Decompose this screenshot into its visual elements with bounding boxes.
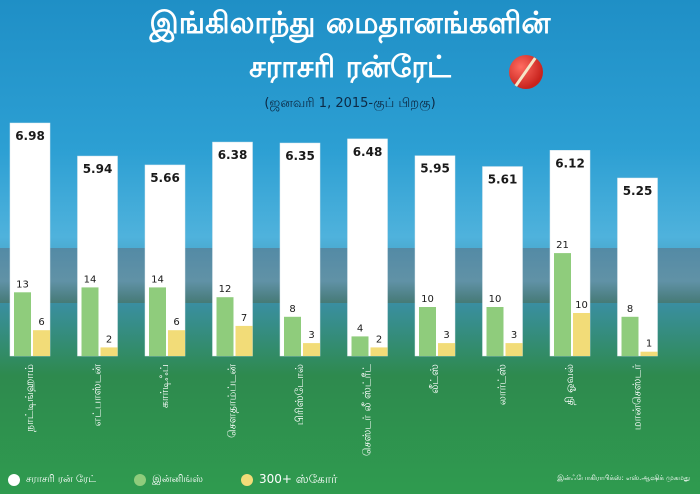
legend-dot-300: [241, 474, 253, 486]
run-rate-label-6: 5.95: [420, 162, 450, 176]
run-rate-label-1: 5.94: [83, 162, 113, 176]
run-rate-bar-5: [347, 138, 388, 357]
innings-bar-7: [486, 307, 504, 356]
innings-bar-0: [14, 292, 31, 356]
legend-item-300: 300+ ஸ்கோர்: [241, 472, 337, 488]
run-rate-label-8: 6.12: [555, 156, 585, 170]
legend: சராசரி ரன் ரேட் இன்னிங்ஸ் 300+ ஸ்கோர்: [8, 472, 375, 488]
score300-bar-3: [235, 325, 253, 356]
category-label-4: பிரிஸ்டோல்: [293, 364, 306, 425]
innings-bar-3: [216, 297, 234, 356]
run-rate-label-0: 6.98: [15, 129, 45, 143]
score300-bar-7: [505, 343, 523, 356]
innings-bar-5: [351, 336, 369, 356]
legend-label-run-rate: சராசரி ரன் ரேட்: [26, 474, 97, 485]
score300-bar-4: [303, 343, 320, 356]
score300-label-2: 6: [173, 317, 179, 328]
innings-bar-4: [284, 316, 301, 356]
cricket-ball-icon: [509, 55, 543, 89]
run-rate-label-5: 6.48: [353, 145, 383, 159]
innings-label-0: 13: [16, 279, 29, 290]
legend-item-run-rate: சராசரி ரன் ரேட்: [8, 474, 96, 486]
innings-label-8: 21: [556, 240, 569, 251]
score300-label-3: 7: [241, 313, 247, 324]
score300-label-9: 1: [646, 339, 652, 350]
category-label-5: செஸ்டர் லீ ஸ்ட்ரீட்: [361, 364, 374, 456]
innings-bar-2: [149, 287, 166, 356]
run-rate-label-4: 6.35: [285, 149, 315, 163]
score300-bar-5: [370, 347, 388, 356]
score300-label-5: 2: [376, 334, 382, 345]
run-rate-label-7: 5.61: [488, 173, 518, 187]
category-label-3: சௌதாம்ப்டன்: [226, 364, 239, 438]
category-label-7: லார்ட்ஸ்: [496, 364, 509, 405]
score300-label-0: 6: [38, 317, 44, 328]
innings-label-9: 8: [627, 304, 633, 315]
legend-label-300: 300+ ஸ்கோர்: [259, 472, 338, 486]
subtitle: (ஜனவரி 1, 2015-குப் பிறகு): [264, 96, 436, 111]
score300-bar-0: [33, 330, 50, 356]
category-label-2: கார்டிஃப்: [158, 364, 171, 408]
innings-label-4: 8: [289, 304, 295, 315]
innings-label-6: 10: [421, 294, 434, 305]
score300-label-1: 2: [106, 334, 112, 345]
run-rate-label-9: 5.25: [623, 184, 653, 198]
score300-label-6: 3: [443, 330, 449, 341]
legend-item-innings: இன்னிங்ஸ்: [134, 474, 203, 486]
innings-bar-1: [81, 287, 99, 356]
innings-bar-9: [621, 316, 639, 356]
credit-text: இன்ஃபோகிராபிக்ஸ்: எஸ்.ஆஷிக் முகமது: [557, 474, 690, 482]
title-line-1: இங்கிலாந்து மைதானங்களின்: [149, 6, 551, 41]
score300-bar-9: [640, 351, 658, 356]
run-rate-label-2: 5.66: [150, 171, 180, 185]
innings-label-3: 12: [219, 284, 232, 295]
legend-label-innings: இன்னிங்ஸ்: [152, 474, 203, 485]
category-label-8: தி ஓவல்: [563, 364, 576, 405]
score300-bar-6: [438, 343, 455, 356]
score300-bar-1: [100, 347, 118, 356]
score300-bar-8: [573, 313, 590, 356]
category-label-6: லீட்ஸ்: [428, 364, 441, 394]
score300-label-7: 3: [511, 330, 517, 341]
innings-label-1: 14: [84, 274, 97, 285]
innings-bar-6: [419, 307, 436, 356]
innings-label-5: 4: [357, 323, 363, 334]
innings-bar-8: [554, 253, 571, 356]
legend-dot-innings: [134, 474, 147, 486]
score300-bar-2: [168, 330, 185, 356]
run-rate-label-3: 6.38: [218, 148, 248, 162]
score300-label-4: 3: [308, 330, 314, 341]
category-label-0: நாட்டிங்ஹாம்: [23, 364, 36, 432]
category-label-9: மான்செஸ்டர்: [631, 364, 644, 430]
score300-label-8: 10: [575, 300, 588, 311]
legend-dot-run-rate: [8, 474, 20, 486]
title-line-2: சராசரி ரன்ரேட்: [249, 50, 451, 85]
innings-label-2: 14: [151, 274, 164, 285]
innings-label-7: 10: [489, 294, 502, 305]
category-label-1: எட்பாஸ்டன்: [91, 364, 104, 427]
